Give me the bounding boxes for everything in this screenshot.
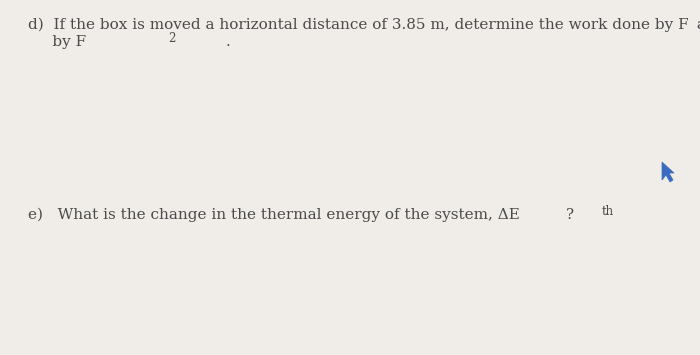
Text: d)  If the box is moved a horizontal distance of 3.85 m, determine the work done: d) If the box is moved a horizontal dist…: [28, 18, 689, 32]
Text: ?: ?: [566, 208, 575, 222]
Text: by F: by F: [28, 35, 86, 49]
Text: e)   What is the change in the thermal energy of the system, ΔE: e) What is the change in the thermal ene…: [28, 208, 520, 222]
Polygon shape: [662, 162, 674, 182]
Text: and: and: [692, 18, 700, 32]
Text: th: th: [602, 205, 614, 218]
Text: 2: 2: [168, 32, 176, 45]
Text: .: .: [225, 35, 230, 49]
